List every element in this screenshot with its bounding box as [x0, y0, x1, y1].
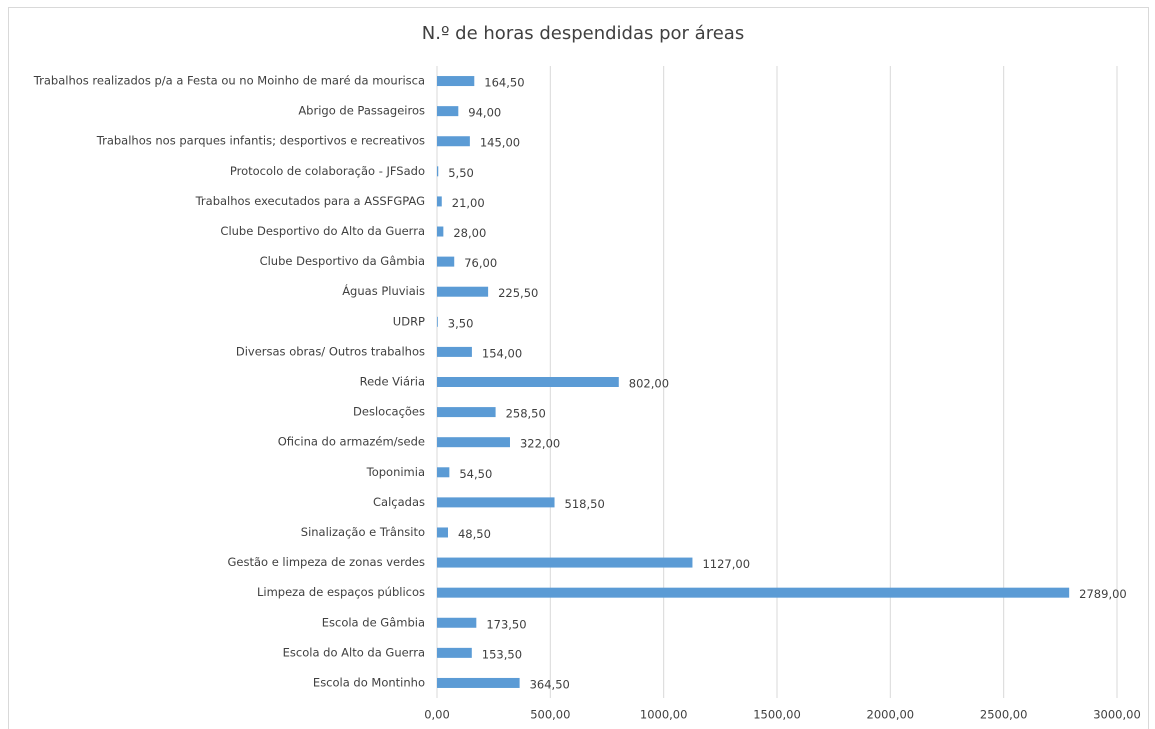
bar	[437, 587, 1070, 598]
chart-border	[8, 7, 1149, 729]
x-tick-label: 1000,00	[640, 708, 688, 722]
bar	[437, 677, 520, 688]
bar	[437, 316, 438, 327]
bar	[437, 617, 477, 628]
x-tick-label: 1500,00	[753, 708, 801, 722]
y-tick-label: Rede Viária	[360, 375, 425, 389]
value-label: 153,50	[482, 647, 522, 661]
y-tick-label: Protocolo de colaboração - JFSado	[230, 164, 425, 178]
bar	[437, 166, 439, 177]
bar	[437, 407, 496, 418]
value-label: 3,50	[448, 316, 474, 330]
value-label: 28,00	[453, 226, 486, 240]
value-label: 21,00	[452, 196, 485, 210]
value-label: 54,50	[459, 467, 492, 481]
y-tick-label: Escola do Montinho	[313, 675, 425, 689]
y-tick-label: Escola do Alto da Guerra	[283, 645, 425, 659]
y-tick-label: Trabalhos realizados p/a a Festa ou no M…	[33, 74, 425, 88]
x-tick-label: 0,00	[424, 708, 450, 722]
value-label: 5,50	[448, 166, 474, 180]
bar	[437, 346, 472, 357]
y-tick-label: Limpeza de espaços públicos	[257, 585, 425, 599]
y-tick-label: Toponimia	[366, 465, 425, 479]
value-label: 76,00	[464, 256, 497, 270]
bar	[437, 527, 448, 538]
y-tick-label: Sinalização e Trânsito	[301, 525, 425, 539]
y-tick-label: Águas Pluviais	[342, 283, 425, 298]
value-label: 364,50	[530, 677, 570, 691]
y-tick-label: Gestão e limpeza de zonas verdes	[227, 555, 425, 569]
y-tick-label: Trabalhos nos parques infantis; desporti…	[96, 134, 425, 148]
y-tick-label: Deslocações	[353, 405, 425, 419]
bar	[437, 286, 489, 297]
value-label: 48,50	[458, 527, 491, 541]
chart-title: N.º de horas despendidas por áreas	[422, 23, 744, 44]
bar	[437, 256, 455, 267]
x-tick-label: 3000,00	[1093, 708, 1141, 722]
y-tick-label: Escola de Gâmbia	[322, 615, 425, 629]
value-label: 2789,00	[1079, 587, 1127, 601]
y-tick-label: Diversas obras/ Outros trabalhos	[236, 344, 425, 358]
bar	[437, 467, 450, 478]
x-tick-label: 500,00	[530, 708, 570, 722]
x-tick-label: 2500,00	[980, 708, 1028, 722]
value-label: 802,00	[629, 377, 669, 391]
value-label: 154,00	[482, 346, 522, 360]
value-label: 173,50	[486, 617, 526, 631]
bar	[437, 136, 470, 147]
y-tick-label: Trabalhos executados para a ASSFGPAG	[195, 194, 425, 208]
bar	[437, 106, 459, 117]
y-tick-label: Calçadas	[373, 495, 425, 509]
value-label: 1127,00	[702, 557, 750, 571]
value-label: 258,50	[506, 407, 546, 421]
bar	[437, 76, 475, 87]
bar	[437, 557, 693, 568]
bar	[437, 196, 442, 207]
y-tick-label: Abrigo de Passageiros	[298, 104, 425, 118]
y-tick-label: Oficina do armazém/sede	[278, 435, 425, 449]
y-tick-label: Clube Desportivo do Alto da Guerra	[220, 224, 425, 238]
bar	[437, 497, 555, 508]
bar	[437, 647, 472, 658]
bar	[437, 377, 619, 387]
value-label: 225,50	[498, 286, 538, 300]
bar	[437, 437, 510, 448]
value-label: 164,50	[484, 76, 524, 90]
value-label: 145,00	[480, 136, 520, 150]
value-label: 322,00	[520, 437, 560, 451]
y-tick-label: Clube Desportivo da Gâmbia	[260, 254, 425, 268]
value-label: 518,50	[565, 497, 605, 511]
bar	[437, 226, 444, 237]
value-label: 94,00	[468, 106, 501, 120]
x-tick-label: 2000,00	[867, 708, 915, 722]
y-tick-label: UDRP	[393, 314, 425, 328]
